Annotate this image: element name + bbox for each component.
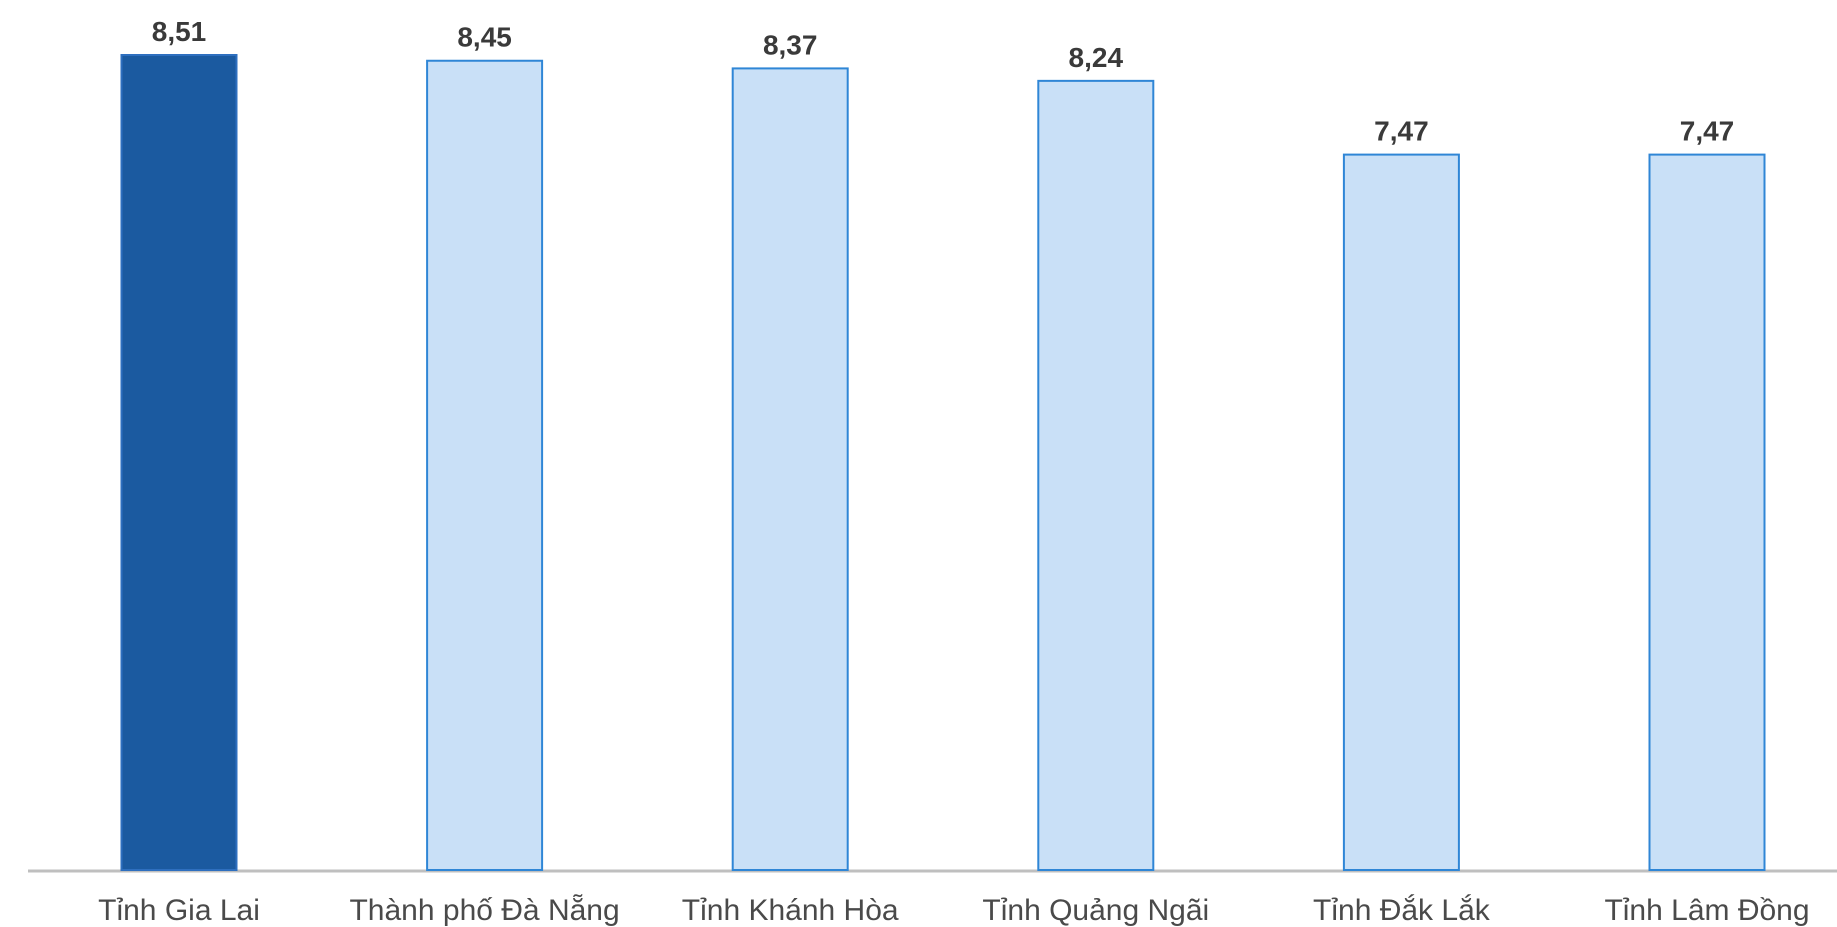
bar-1	[426, 59, 544, 872]
bar-0	[120, 54, 238, 871]
value-label-2: 8,37	[763, 29, 818, 60]
bar-2	[731, 67, 849, 871]
value-label-0: 8,51	[152, 16, 207, 47]
category-label-0: Tỉnh Gia Lai	[98, 894, 260, 927]
bars-group	[120, 54, 1766, 872]
value-label-3: 8,24	[1069, 42, 1124, 73]
category-label-4: Tỉnh Đắk Lắk	[1313, 894, 1491, 927]
value-labels-group: 8,51 8,45 8,37 8,24 7,47 7,47	[152, 16, 1735, 147]
category-label-5: Tỉnh Lâm Đồng	[1604, 894, 1809, 927]
category-label-2: Tỉnh Khánh Hòa	[682, 894, 899, 927]
value-label-1: 8,45	[457, 22, 512, 53]
category-labels-group: Tỉnh Gia Lai Thành phố Đà Nẵng Tỉnh Khánh …	[98, 894, 1809, 927]
value-label-4: 7,47	[1374, 116, 1429, 147]
bar-5	[1648, 153, 1766, 871]
value-label-5: 7,47	[1680, 116, 1735, 147]
category-label-1: Thành phố Đà Nẵng	[349, 894, 619, 927]
bar-3	[1037, 79, 1155, 872]
category-label-3: Tỉnh Quảng Ngãi	[982, 894, 1209, 927]
bar-4	[1342, 153, 1460, 871]
